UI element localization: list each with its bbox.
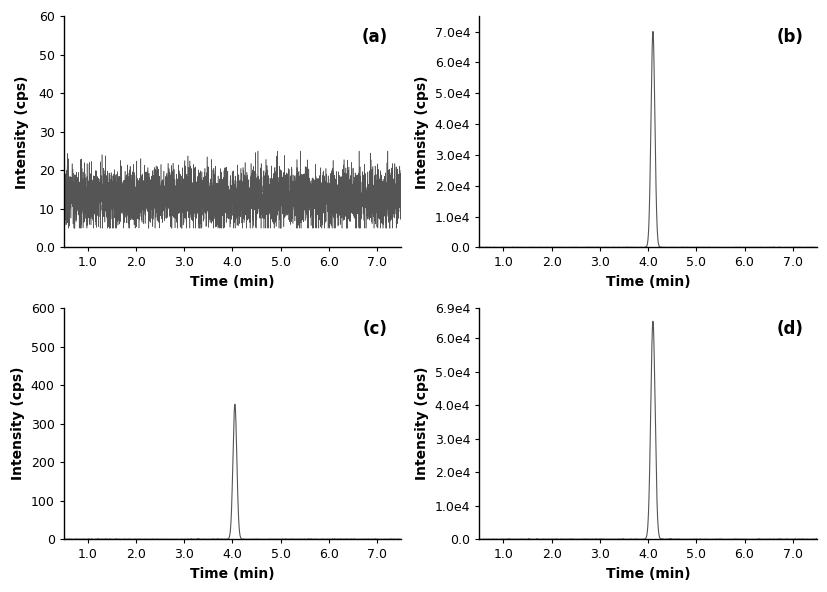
Text: (b): (b)	[776, 28, 802, 46]
Text: (a): (a)	[361, 28, 387, 46]
Y-axis label: Intensity (cps): Intensity (cps)	[414, 367, 428, 480]
X-axis label: Time (min): Time (min)	[190, 275, 275, 289]
Text: (d): (d)	[776, 320, 802, 337]
Y-axis label: Intensity (cps): Intensity (cps)	[15, 75, 29, 188]
Text: (c): (c)	[362, 320, 387, 337]
Y-axis label: Intensity (cps): Intensity (cps)	[414, 75, 428, 188]
X-axis label: Time (min): Time (min)	[190, 567, 275, 581]
X-axis label: Time (min): Time (min)	[605, 567, 690, 581]
X-axis label: Time (min): Time (min)	[605, 275, 690, 289]
Y-axis label: Intensity (cps): Intensity (cps)	[11, 367, 25, 480]
